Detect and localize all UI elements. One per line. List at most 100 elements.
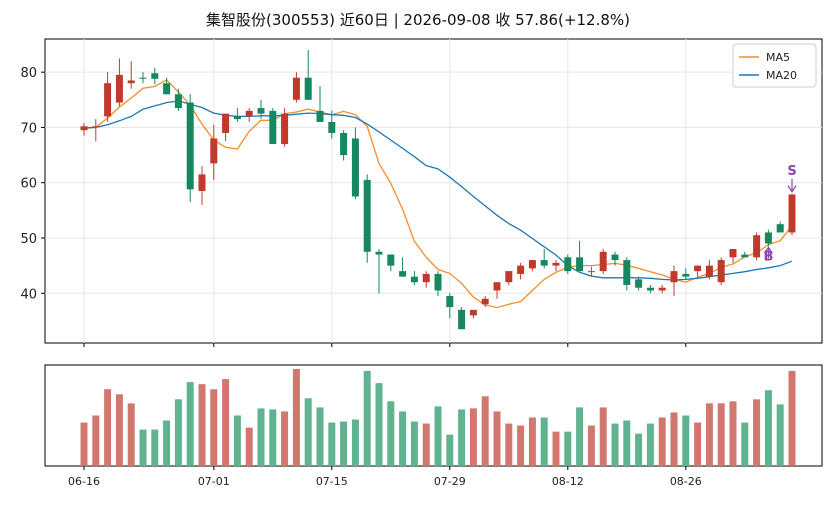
volume-bar [517, 425, 525, 466]
volume-bar [753, 399, 761, 466]
volume-bar [458, 409, 466, 466]
legend-box [732, 43, 817, 88]
candle-body [717, 260, 725, 283]
volume-bar [340, 421, 348, 466]
candle-body [115, 74, 123, 103]
volume-bar [422, 423, 430, 466]
candle-body [304, 77, 312, 100]
candle-body [222, 113, 230, 133]
volume-bar [139, 429, 147, 466]
candle-body [92, 126, 100, 128]
volume-bar [540, 417, 548, 466]
candle-body [104, 83, 112, 117]
y-tick-label: 80 [20, 66, 37, 81]
volume-bar [658, 417, 666, 466]
volume-bar [257, 408, 265, 466]
volume-bar [469, 408, 477, 466]
candle-body [564, 257, 572, 272]
candle-body [434, 273, 442, 291]
y-tick-label: 70 [20, 121, 37, 136]
volume-bar [304, 398, 312, 466]
volume-bar [198, 384, 206, 466]
volume-bar [127, 403, 135, 466]
volume-bar [186, 382, 194, 466]
candle-body [753, 235, 761, 258]
volume-bar [788, 371, 796, 466]
volume-bar [776, 404, 784, 466]
x-tick-label: 06-16 [68, 475, 100, 488]
candle-body [776, 224, 784, 233]
candle-body [410, 276, 418, 283]
candle-body [328, 121, 336, 133]
volume-bar [694, 422, 702, 466]
volume-bar [233, 415, 241, 466]
volume-bar [446, 434, 454, 466]
volume-bar [281, 411, 289, 466]
volume-bar [316, 407, 324, 466]
volume-bar [481, 396, 489, 466]
candle-body [245, 110, 253, 117]
candle-body [151, 73, 159, 79]
volume-bar [80, 422, 88, 466]
candle-body [528, 260, 536, 269]
volume-bar [682, 415, 690, 466]
volume-bar [434, 406, 442, 466]
candle-body [163, 83, 171, 95]
volume-bar [505, 423, 513, 466]
candle-body [233, 116, 241, 120]
candle-body [422, 273, 430, 283]
candle-body [552, 262, 560, 266]
volume-bar [351, 419, 359, 466]
candle-body [587, 271, 595, 273]
x-tick-label: 07-01 [198, 475, 230, 488]
y-tick-label: 60 [20, 177, 37, 192]
candle-body [517, 265, 525, 274]
candle-body [399, 271, 407, 277]
candle-body [764, 232, 772, 244]
candle-body [127, 80, 135, 84]
candle-body [292, 77, 300, 100]
candle-body [210, 138, 218, 164]
sell-arrow-head [787, 185, 797, 193]
volume-bar [623, 420, 631, 466]
candle-body [340, 132, 348, 156]
volume-panel-frame [44, 364, 823, 467]
legend-label: MA20 [766, 69, 797, 82]
buy-arrow-head [763, 246, 773, 254]
y-tick-label: 40 [20, 287, 37, 302]
volume-bar [210, 389, 218, 466]
candle-body [387, 254, 395, 266]
volume-bar [564, 431, 572, 466]
volume-bar [729, 401, 737, 466]
candle-body [741, 254, 749, 258]
candle-body [493, 282, 501, 291]
volume-bar [670, 412, 678, 466]
volume-bar [269, 409, 277, 466]
candle-body [351, 138, 359, 197]
volume-bar [163, 420, 171, 466]
volume-bar [399, 411, 407, 466]
volume-bar [375, 383, 383, 466]
volume-bar [552, 431, 560, 466]
candle-body [788, 194, 796, 233]
candle-body [658, 287, 666, 291]
candle-body [576, 257, 584, 272]
volume-bar [705, 403, 713, 466]
volume-bar [528, 417, 536, 466]
candle-body [635, 279, 643, 288]
sell-signal-label: S [787, 164, 796, 179]
volume-bar [174, 399, 182, 466]
volume-bar [410, 421, 418, 466]
candle-body [694, 265, 702, 272]
candle-body [611, 254, 619, 261]
buy-signal-label: B [763, 249, 773, 264]
volume-bar [115, 394, 123, 466]
volume-bar [292, 369, 300, 466]
x-tick-label: 07-15 [316, 475, 348, 488]
volume-bar [764, 390, 772, 466]
candle-body [623, 260, 631, 285]
volume-bar [599, 407, 607, 466]
volume-bar [245, 427, 253, 466]
y-tick-label: 50 [20, 232, 37, 247]
